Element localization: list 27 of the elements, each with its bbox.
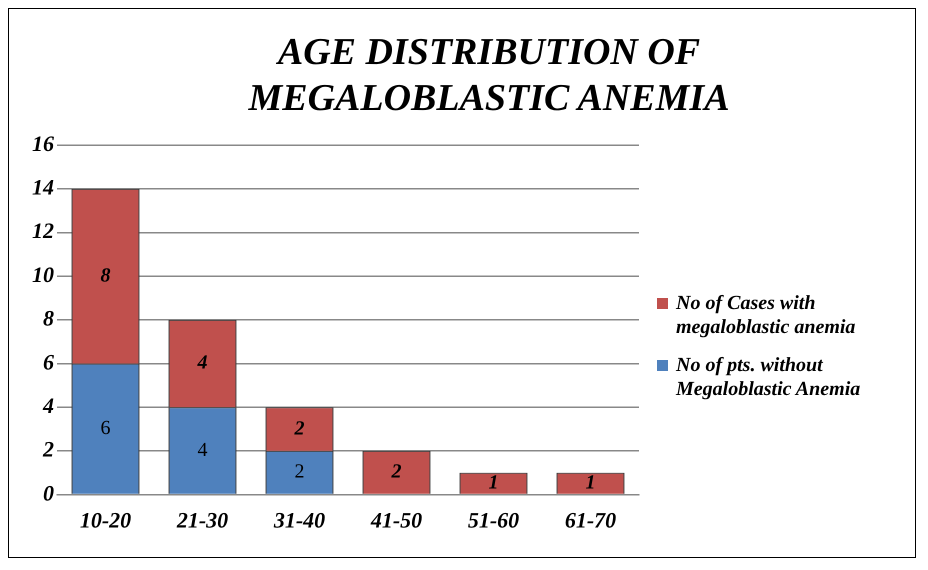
x-tick-label: 61-70 (564, 507, 616, 532)
x-tick-label: 51-60 (468, 507, 520, 532)
y-tick-label: 16 (32, 130, 54, 156)
y-tick-label: 4 (42, 392, 54, 418)
legend-label: No of pts. without Megaloblastic Anemia (676, 353, 862, 401)
legend-label: No of Cases with megaloblastic anemia (676, 291, 856, 339)
data-label: 1 (488, 471, 498, 494)
y-tick-label: 8 (43, 306, 54, 331)
data-label: 2 (390, 460, 402, 483)
y-tick-label: 14 (32, 174, 54, 200)
y-tick-label: 0 (43, 480, 54, 506)
chart-title: AGE DISTRIBUTION OF MEGALOBLASTIC ANEMIA (247, 30, 731, 121)
y-tick-label: 2 (42, 436, 54, 462)
data-label: 4 (196, 352, 208, 374)
y-tick-label: 6 (43, 349, 54, 374)
x-tick-label: 10-20 (80, 507, 132, 532)
data-label: 2 (294, 460, 304, 483)
x-tick-label: 41-50 (370, 507, 422, 532)
y-tick-label: 12 (32, 218, 54, 244)
data-label: 4 (198, 438, 208, 461)
x-tick-label: 31-40 (272, 507, 326, 532)
data-label: 1 (586, 471, 596, 494)
data-label: 8 (100, 264, 110, 286)
y-tick-label: 10 (32, 262, 54, 287)
data-label: 2 (294, 417, 304, 440)
data-label: 6 (100, 416, 110, 439)
x-tick-label: 21-30 (176, 507, 228, 532)
